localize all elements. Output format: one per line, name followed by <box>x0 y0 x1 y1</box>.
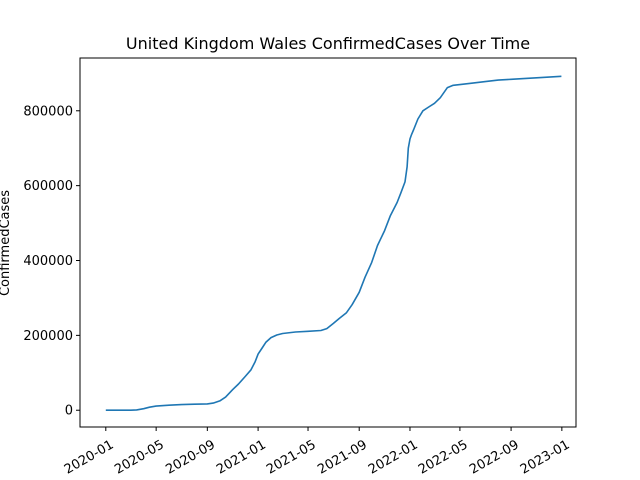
y-tick-label: 400000 <box>23 254 73 269</box>
y-tick-label: 200000 <box>23 329 73 344</box>
series-line-0 <box>105 75 562 412</box>
y-tick-label: 800000 <box>23 104 73 119</box>
y-tick-label: 0 <box>65 404 73 419</box>
plot-frame <box>79 57 577 428</box>
y-axis-label: ConfirmedCases <box>0 190 13 296</box>
chart-title: United Kingdom Wales ConfirmedCases Over… <box>126 34 530 53</box>
y-tick-label: 600000 <box>23 179 73 194</box>
